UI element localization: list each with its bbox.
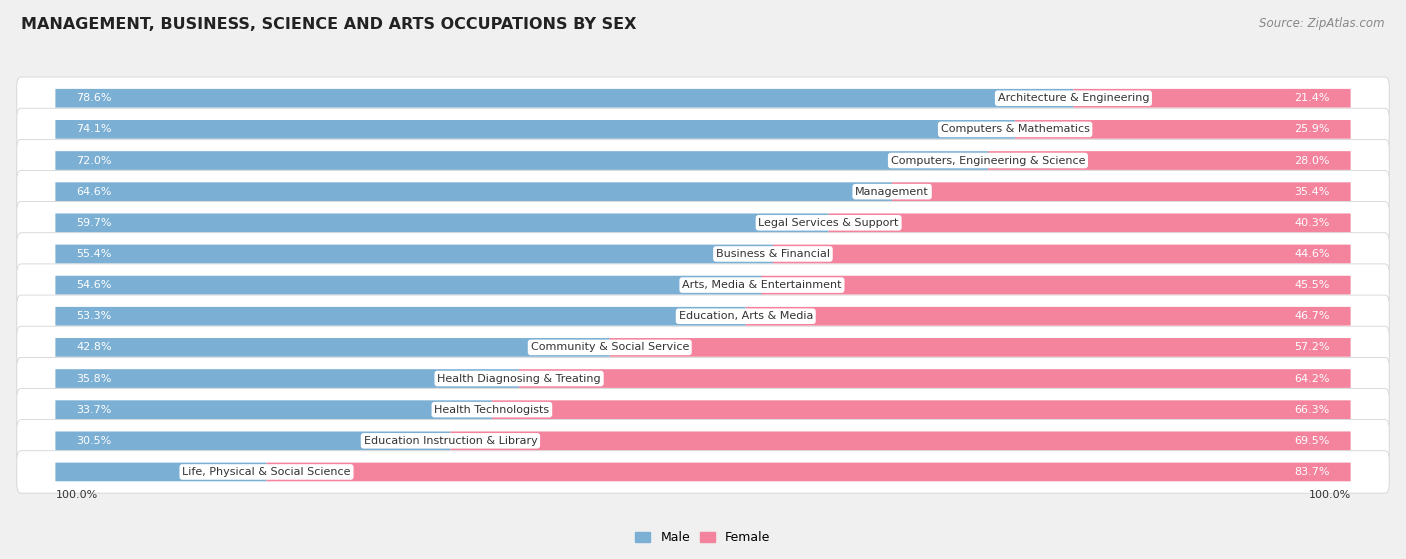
Text: 35.8%: 35.8%: [76, 373, 111, 383]
Text: Health Technologists: Health Technologists: [434, 405, 550, 415]
Text: Legal Services & Support: Legal Services & Support: [758, 218, 898, 228]
Text: 45.5%: 45.5%: [1295, 280, 1330, 290]
Text: 28.0%: 28.0%: [1295, 155, 1330, 165]
FancyBboxPatch shape: [988, 151, 1351, 170]
Text: 69.5%: 69.5%: [1295, 436, 1330, 446]
Text: Health Diagnosing & Treating: Health Diagnosing & Treating: [437, 373, 600, 383]
FancyBboxPatch shape: [17, 77, 1389, 120]
Text: 25.9%: 25.9%: [1295, 124, 1330, 134]
FancyBboxPatch shape: [610, 338, 1351, 357]
FancyBboxPatch shape: [828, 214, 1351, 232]
Text: 64.2%: 64.2%: [1295, 373, 1330, 383]
FancyBboxPatch shape: [55, 400, 492, 419]
FancyBboxPatch shape: [519, 369, 1351, 388]
FancyBboxPatch shape: [1015, 120, 1351, 139]
Text: 54.6%: 54.6%: [76, 280, 111, 290]
FancyBboxPatch shape: [55, 120, 1015, 139]
FancyBboxPatch shape: [17, 264, 1389, 306]
FancyBboxPatch shape: [17, 139, 1389, 182]
Text: 55.4%: 55.4%: [76, 249, 111, 259]
FancyBboxPatch shape: [745, 307, 1351, 325]
FancyBboxPatch shape: [1073, 89, 1351, 107]
Legend: Male, Female: Male, Female: [630, 526, 776, 549]
Text: 53.3%: 53.3%: [76, 311, 111, 321]
FancyBboxPatch shape: [17, 202, 1389, 244]
Text: Education Instruction & Library: Education Instruction & Library: [364, 436, 537, 446]
Text: 42.8%: 42.8%: [76, 342, 111, 352]
FancyBboxPatch shape: [492, 400, 1351, 419]
FancyBboxPatch shape: [17, 420, 1389, 462]
Text: 57.2%: 57.2%: [1295, 342, 1330, 352]
Text: 16.3%: 16.3%: [273, 467, 309, 477]
FancyBboxPatch shape: [17, 357, 1389, 400]
Text: Computers, Engineering & Science: Computers, Engineering & Science: [890, 155, 1085, 165]
Text: Source: ZipAtlas.com: Source: ZipAtlas.com: [1260, 17, 1385, 30]
FancyBboxPatch shape: [55, 432, 450, 450]
Text: 66.3%: 66.3%: [1295, 405, 1330, 415]
FancyBboxPatch shape: [55, 338, 610, 357]
FancyBboxPatch shape: [17, 389, 1389, 431]
FancyBboxPatch shape: [773, 245, 1351, 263]
Text: Computers & Mathematics: Computers & Mathematics: [941, 124, 1090, 134]
Text: 21.4%: 21.4%: [1295, 93, 1330, 103]
FancyBboxPatch shape: [55, 245, 773, 263]
Text: 78.6%: 78.6%: [76, 93, 111, 103]
Text: 46.7%: 46.7%: [1295, 311, 1330, 321]
Text: Business & Financial: Business & Financial: [716, 249, 830, 259]
FancyBboxPatch shape: [17, 295, 1389, 338]
Text: Life, Physical & Social Science: Life, Physical & Social Science: [183, 467, 350, 477]
FancyBboxPatch shape: [17, 451, 1389, 493]
FancyBboxPatch shape: [17, 108, 1389, 150]
Text: 100.0%: 100.0%: [1309, 490, 1351, 500]
Text: 59.7%: 59.7%: [76, 218, 111, 228]
FancyBboxPatch shape: [891, 182, 1351, 201]
FancyBboxPatch shape: [761, 276, 1351, 295]
FancyBboxPatch shape: [267, 463, 1351, 481]
FancyBboxPatch shape: [55, 369, 519, 388]
Text: 64.6%: 64.6%: [76, 187, 111, 197]
FancyBboxPatch shape: [55, 214, 828, 232]
FancyBboxPatch shape: [55, 89, 1073, 107]
Text: 33.7%: 33.7%: [76, 405, 111, 415]
FancyBboxPatch shape: [17, 233, 1389, 275]
Text: Community & Social Service: Community & Social Service: [530, 342, 689, 352]
Text: 40.3%: 40.3%: [1295, 218, 1330, 228]
FancyBboxPatch shape: [55, 151, 988, 170]
Text: Architecture & Engineering: Architecture & Engineering: [998, 93, 1149, 103]
Text: Education, Arts & Media: Education, Arts & Media: [679, 311, 813, 321]
Text: 100.0%: 100.0%: [55, 490, 97, 500]
FancyBboxPatch shape: [17, 326, 1389, 368]
FancyBboxPatch shape: [55, 463, 267, 481]
FancyBboxPatch shape: [55, 182, 891, 201]
Text: 30.5%: 30.5%: [76, 436, 111, 446]
Text: 35.4%: 35.4%: [1295, 187, 1330, 197]
FancyBboxPatch shape: [55, 307, 745, 325]
FancyBboxPatch shape: [450, 432, 1351, 450]
Text: 74.1%: 74.1%: [76, 124, 111, 134]
Text: 83.7%: 83.7%: [1295, 467, 1330, 477]
FancyBboxPatch shape: [17, 170, 1389, 213]
FancyBboxPatch shape: [55, 276, 762, 295]
Text: 72.0%: 72.0%: [76, 155, 111, 165]
Text: Arts, Media & Entertainment: Arts, Media & Entertainment: [682, 280, 842, 290]
Text: MANAGEMENT, BUSINESS, SCIENCE AND ARTS OCCUPATIONS BY SEX: MANAGEMENT, BUSINESS, SCIENCE AND ARTS O…: [21, 17, 637, 32]
Text: Management: Management: [855, 187, 929, 197]
Text: 44.6%: 44.6%: [1295, 249, 1330, 259]
